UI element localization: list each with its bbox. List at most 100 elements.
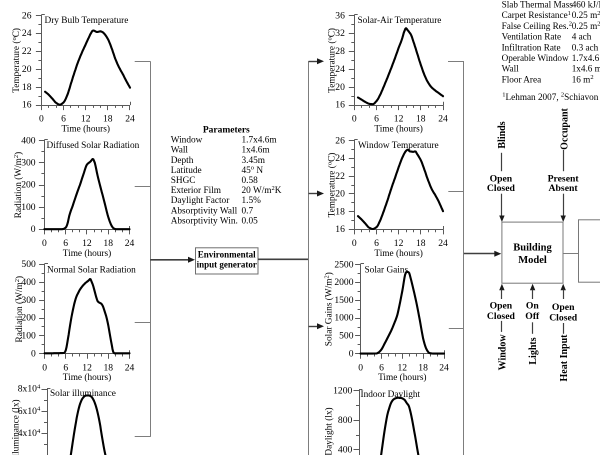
svg-text:22: 22: [22, 46, 32, 57]
svg-text:0: 0: [349, 348, 354, 359]
svg-text:6: 6: [374, 238, 379, 249]
svg-text:Closed: Closed: [487, 311, 516, 322]
svg-text:0.25 m2K/W: 0.25 m2K/W: [572, 10, 600, 20]
svg-text:4 ach: 4 ach: [572, 32, 592, 42]
svg-text:Closed: Closed: [487, 183, 516, 194]
svg-text:Solar Gains (W/m2): Solar Gains (W/m2): [323, 272, 334, 346]
svg-text:0: 0: [39, 114, 44, 125]
svg-text:6: 6: [63, 238, 68, 249]
svg-text:Occupant: Occupant: [559, 107, 570, 149]
svg-text:Window: Window: [171, 136, 203, 146]
svg-text:0: 0: [352, 238, 357, 249]
svg-text:24: 24: [125, 362, 135, 373]
svg-text:input generator: input generator: [197, 260, 257, 270]
svg-text:0.7: 0.7: [242, 206, 254, 216]
svg-text:1x4.6m: 1x4.6m: [242, 146, 271, 156]
svg-text:12: 12: [82, 362, 92, 373]
svg-text:Time (hours): Time (hours): [374, 248, 422, 259]
svg-text:500: 500: [21, 259, 36, 270]
svg-text:0.3 ach: 0.3 ach: [572, 42, 599, 52]
svg-text:Latitude: Latitude: [171, 166, 202, 176]
svg-text:On: On: [526, 301, 540, 312]
svg-text:2000: 2000: [334, 277, 353, 288]
svg-text:0.58: 0.58: [242, 176, 259, 186]
svg-text:18: 18: [104, 362, 114, 373]
svg-text:1.5%: 1.5%: [242, 196, 262, 206]
svg-text:Heat Input: Heat Input: [559, 334, 570, 382]
svg-text:1Lehman 2007, 2Schiavon 2004: 1Lehman 2007, 2Schiavon 2004: [502, 92, 600, 102]
svg-text:20: 20: [22, 64, 32, 75]
svg-text:0.05: 0.05: [242, 216, 259, 226]
svg-text:18: 18: [416, 114, 426, 125]
svg-text:Open: Open: [490, 301, 513, 312]
svg-text:1500: 1500: [334, 295, 353, 306]
svg-text:Absorptivity Wall: Absorptivity Wall: [171, 206, 238, 216]
svg-text:Temperature (oC): Temperature (oC): [326, 28, 337, 93]
svg-text:Illuminance (lx): Illuminance (lx): [11, 399, 22, 455]
svg-text:26: 26: [335, 135, 345, 146]
svg-text:6: 6: [374, 114, 379, 125]
svg-text:500: 500: [339, 331, 354, 342]
svg-text:Window: Window: [498, 334, 509, 371]
svg-text:12: 12: [81, 114, 91, 125]
svg-text:Building: Building: [513, 242, 552, 253]
svg-text:16: 16: [22, 100, 32, 111]
svg-text:Absorptivity Win.: Absorptivity Win.: [171, 216, 238, 226]
svg-text:24: 24: [439, 362, 449, 373]
svg-text:16: 16: [335, 224, 345, 235]
svg-text:Time (hours): Time (hours): [63, 372, 111, 383]
svg-text:24: 24: [22, 28, 32, 39]
svg-text:16: 16: [335, 100, 345, 111]
svg-text:Wall: Wall: [502, 64, 520, 74]
svg-text:Daylight Factor: Daylight Factor: [171, 196, 231, 206]
svg-text:Depth: Depth: [171, 156, 194, 166]
svg-text:12: 12: [394, 114, 404, 125]
svg-text:1x4.6 m: 1x4.6 m: [572, 64, 600, 74]
svg-text:800: 800: [338, 415, 353, 426]
svg-text:0: 0: [42, 362, 47, 373]
svg-text:Floor Area: Floor Area: [502, 74, 542, 84]
svg-text:Solar Gains: Solar Gains: [365, 266, 409, 276]
svg-text:0.25 m2K/W: 0.25 m2K/W: [572, 21, 600, 31]
svg-text:24: 24: [438, 114, 448, 125]
svg-text:Absent: Absent: [549, 183, 579, 194]
svg-text:12: 12: [398, 362, 408, 373]
svg-text:Blinds: Blinds: [497, 121, 508, 148]
svg-text:36: 36: [335, 10, 345, 21]
svg-text:Dry Bulb Temperature: Dry Bulb Temperature: [45, 16, 129, 26]
svg-text:0: 0: [352, 114, 357, 125]
svg-text:0: 0: [31, 224, 36, 235]
svg-text:Carpet Resistance1: Carpet Resistance1: [502, 10, 571, 20]
svg-text:Infiltration Rate: Infiltration Rate: [502, 42, 561, 52]
svg-text:Diffused Solar Radiation: Diffused Solar Radiation: [47, 140, 140, 151]
svg-text:0: 0: [31, 348, 36, 359]
svg-text:Slab Thermal Mass: Slab Thermal Mass: [502, 0, 574, 10]
svg-text:Lights: Lights: [528, 337, 539, 364]
svg-text:Wall: Wall: [171, 146, 189, 156]
svg-text:SHGC: SHGC: [171, 176, 196, 186]
svg-text:Time (hours): Time (hours): [374, 124, 422, 135]
svg-text:Time (hours): Time (hours): [61, 124, 109, 135]
svg-text:Exterior Film: Exterior Film: [171, 186, 222, 196]
svg-text:1.7x4.6 m: 1.7x4.6 m: [572, 53, 600, 63]
svg-text:18: 18: [416, 238, 426, 249]
svg-text:Model: Model: [518, 255, 547, 266]
svg-text:Closed: Closed: [549, 312, 578, 323]
svg-text:26: 26: [22, 10, 32, 21]
svg-text:20 W/m2K: 20 W/m2K: [242, 185, 282, 196]
svg-text:0: 0: [358, 362, 363, 373]
svg-text:18: 18: [418, 362, 428, 373]
svg-text:Parameters: Parameters: [203, 125, 250, 135]
svg-text:400: 400: [338, 445, 353, 456]
svg-text:Solar-Air Temperature: Solar-Air Temperature: [358, 16, 442, 26]
svg-text:16 m2: 16 m2: [572, 74, 594, 84]
svg-text:Radiation (W/m2): Radiation (W/m2): [13, 152, 24, 219]
svg-text:1200: 1200: [333, 385, 352, 396]
svg-text:Time (hours): Time (hours): [378, 372, 426, 383]
svg-text:12: 12: [394, 238, 404, 249]
svg-text:Indoor Daylight: Indoor Daylight: [361, 390, 421, 400]
svg-text:Ventilation Rate: Ventilation Rate: [502, 32, 561, 42]
svg-text:400: 400: [21, 135, 36, 146]
svg-text:18: 18: [22, 82, 32, 93]
svg-text:1.7x4.6m: 1.7x4.6m: [242, 136, 278, 146]
